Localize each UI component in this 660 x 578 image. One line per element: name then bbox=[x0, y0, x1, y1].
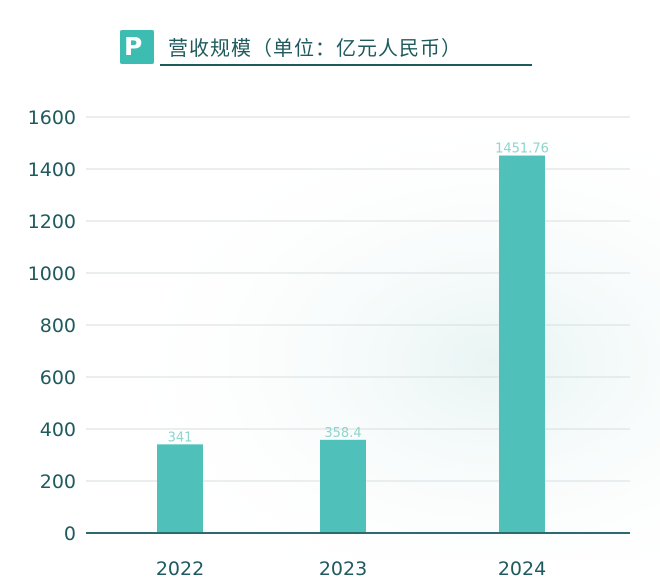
data-labels: 341 358.4 1451.76 bbox=[168, 142, 549, 446]
chart-title: 营收规模（单位：亿元人民币） bbox=[168, 36, 462, 60]
y-tick-label: 1000 bbox=[28, 263, 76, 285]
bar-2023 bbox=[320, 439, 366, 533]
x-category-2024: 2024 bbox=[498, 558, 546, 578]
title-underline bbox=[160, 64, 532, 66]
y-tick-label: 0 bbox=[64, 523, 76, 545]
x-category-2023: 2023 bbox=[319, 558, 367, 578]
bar-2022 bbox=[157, 444, 203, 533]
brand-logo-icon: P bbox=[120, 30, 154, 64]
bar-2024 bbox=[499, 155, 545, 533]
x-axis-categories: 2022 2023 2024 bbox=[156, 558, 546, 578]
y-axis-ticks: 0 200 400 600 800 1000 1200 1400 1600 bbox=[28, 107, 76, 545]
y-tick-label: 600 bbox=[40, 367, 76, 389]
y-tick-label: 400 bbox=[40, 419, 76, 441]
data-label-2023: 358.4 bbox=[324, 426, 361, 441]
y-tick-label: 1200 bbox=[28, 211, 76, 233]
chart-title-block: P 营收规模（单位：亿元人民币） bbox=[120, 30, 532, 66]
y-tick-label: 800 bbox=[40, 315, 76, 337]
x-category-2022: 2022 bbox=[156, 558, 204, 578]
y-tick-label: 1600 bbox=[28, 107, 76, 129]
data-label-2022: 341 bbox=[168, 430, 193, 445]
logo-letter: P bbox=[124, 32, 143, 61]
y-tick-label: 1400 bbox=[28, 159, 76, 181]
data-label-2024: 1451.76 bbox=[495, 142, 549, 157]
y-tick-label: 200 bbox=[40, 471, 76, 493]
bars bbox=[157, 155, 545, 533]
